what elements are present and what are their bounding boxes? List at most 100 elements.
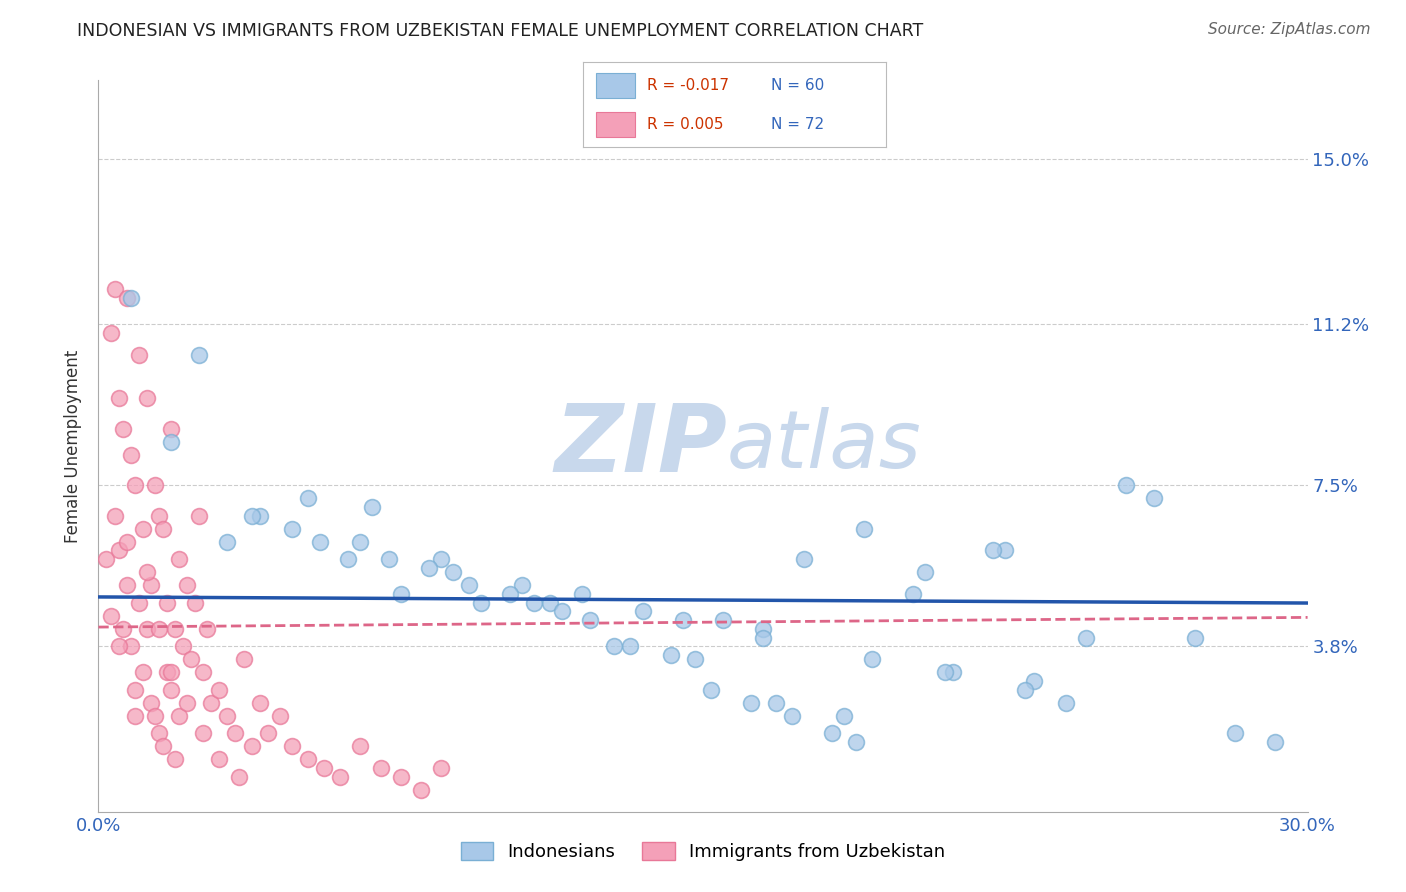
- Point: [128, 596, 150, 610]
- Point: [281, 522, 304, 536]
- Point: [124, 478, 146, 492]
- Y-axis label: Female Unemployment: Female Unemployment: [65, 350, 83, 542]
- Point: [249, 696, 271, 710]
- Point: [148, 622, 170, 636]
- Point: [103, 282, 125, 296]
- Point: [832, 709, 855, 723]
- Point: [111, 421, 134, 435]
- Point: [107, 640, 129, 654]
- Point: [409, 783, 432, 797]
- Point: [1074, 631, 1097, 645]
- Bar: [596, 72, 636, 98]
- Point: [281, 739, 304, 754]
- Point: [167, 709, 190, 723]
- Point: [232, 652, 254, 666]
- Point: [659, 648, 682, 662]
- Point: [217, 534, 239, 549]
- Point: [176, 578, 198, 592]
- Point: [135, 566, 157, 580]
- Point: [139, 696, 162, 710]
- Point: [100, 326, 122, 340]
- Point: [389, 587, 412, 601]
- Point: [188, 508, 211, 523]
- Point: [297, 752, 319, 766]
- Point: [752, 622, 775, 636]
- Point: [132, 665, 155, 680]
- Point: [269, 709, 291, 723]
- Point: [217, 709, 239, 723]
- Point: [193, 726, 215, 740]
- Point: [148, 726, 170, 740]
- Point: [188, 348, 211, 362]
- Point: [711, 613, 734, 627]
- Point: [124, 682, 146, 697]
- Point: [193, 665, 215, 680]
- Point: [160, 434, 183, 449]
- Point: [128, 348, 150, 362]
- Point: [208, 752, 231, 766]
- Point: [160, 665, 183, 680]
- Point: [619, 640, 641, 654]
- Point: [132, 522, 155, 536]
- Point: [337, 552, 360, 566]
- Point: [240, 508, 263, 523]
- Point: [994, 543, 1017, 558]
- Point: [349, 534, 371, 549]
- Point: [1115, 478, 1137, 492]
- Point: [120, 448, 142, 462]
- Point: [1014, 682, 1036, 697]
- Point: [152, 522, 174, 536]
- Point: [180, 652, 202, 666]
- Point: [498, 587, 520, 601]
- Point: [143, 478, 166, 492]
- Point: [167, 552, 190, 566]
- Point: [1184, 631, 1206, 645]
- Point: [107, 543, 129, 558]
- Point: [765, 696, 787, 710]
- Point: [228, 770, 250, 784]
- Point: [115, 291, 138, 305]
- Point: [821, 726, 844, 740]
- Point: [120, 291, 142, 305]
- Point: [853, 522, 876, 536]
- Point: [470, 596, 492, 610]
- Text: R = 0.005: R = 0.005: [647, 117, 724, 132]
- Point: [349, 739, 371, 754]
- Point: [297, 491, 319, 506]
- Point: [631, 604, 654, 618]
- Point: [176, 696, 198, 710]
- Point: [510, 578, 533, 592]
- Point: [100, 608, 122, 623]
- Point: [389, 770, 412, 784]
- Point: [256, 726, 278, 740]
- Point: [523, 596, 546, 610]
- Point: [249, 508, 271, 523]
- Point: [683, 652, 706, 666]
- Point: [458, 578, 481, 592]
- Point: [1223, 726, 1246, 740]
- Point: [934, 665, 956, 680]
- Point: [160, 421, 183, 435]
- Point: [148, 508, 170, 523]
- Point: [740, 696, 762, 710]
- Text: N = 72: N = 72: [770, 117, 824, 132]
- Text: ZIP: ZIP: [554, 400, 727, 492]
- Point: [361, 500, 384, 514]
- Legend: Indonesians, Immigrants from Uzbekistan: Indonesians, Immigrants from Uzbekistan: [453, 835, 953, 869]
- Point: [942, 665, 965, 680]
- Point: [96, 552, 118, 566]
- Point: [111, 622, 134, 636]
- Point: [115, 578, 138, 592]
- Point: [107, 391, 129, 405]
- Point: [103, 508, 125, 523]
- Text: R = -0.017: R = -0.017: [647, 78, 728, 93]
- Point: [418, 561, 440, 575]
- Text: INDONESIAN VS IMMIGRANTS FROM UZBEKISTAN FEMALE UNEMPLOYMENT CORRELATION CHART: INDONESIAN VS IMMIGRANTS FROM UZBEKISTAN…: [77, 22, 924, 40]
- Point: [370, 761, 392, 775]
- Bar: [596, 112, 636, 137]
- Point: [163, 622, 186, 636]
- Point: [700, 682, 723, 697]
- Point: [377, 552, 399, 566]
- Point: [156, 665, 179, 680]
- Text: N = 60: N = 60: [770, 78, 824, 93]
